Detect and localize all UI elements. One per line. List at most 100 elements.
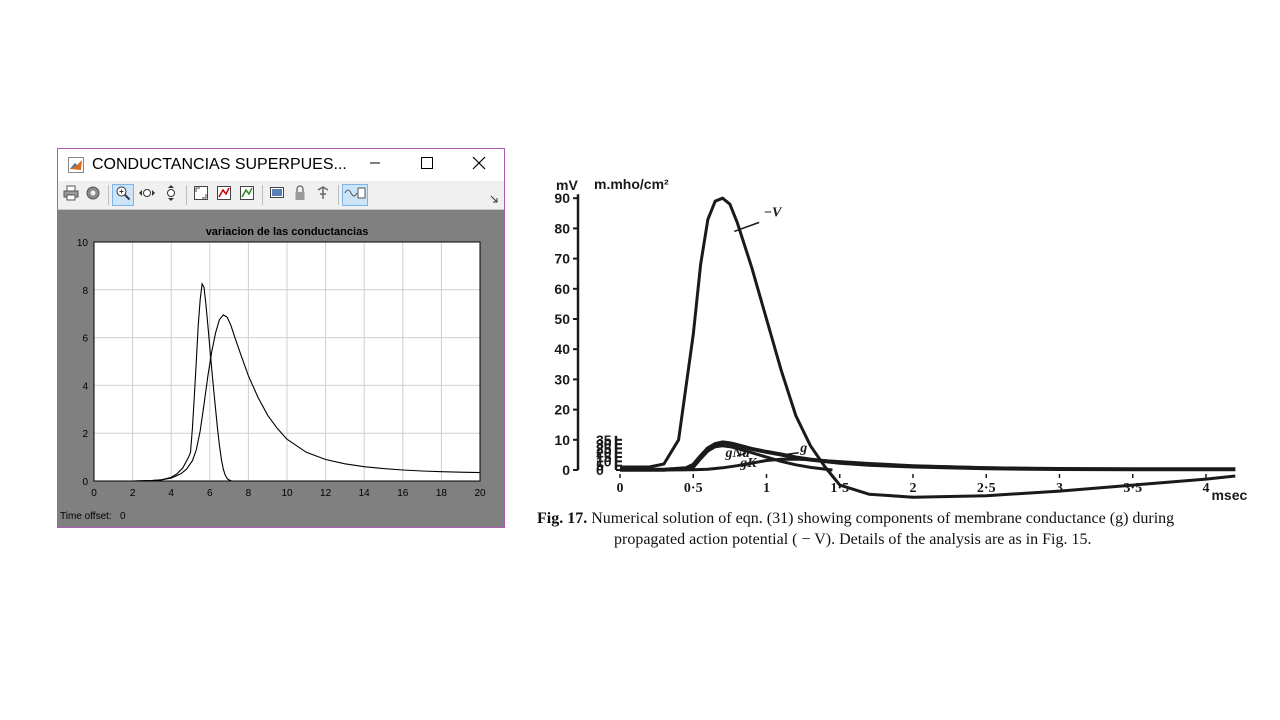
y-tick-label: 0 — [82, 477, 88, 488]
maximize-button[interactable] — [404, 149, 450, 181]
caption-line-1: Numerical solution of eqn. (31) showing … — [591, 510, 1175, 527]
print-icon — [63, 185, 79, 206]
mv-tick-label: 0 — [562, 462, 570, 478]
annotation-−V: −V — [764, 205, 783, 220]
time-offset: Time offset: 0 — [60, 511, 126, 522]
g-tick-label: 35 — [596, 432, 612, 448]
g-tick-label: 10 — [596, 453, 612, 469]
mv-axis-label: mV — [556, 177, 578, 193]
window-title: CONDUCTANCIAS SUPERPUES... — [92, 156, 347, 173]
caption-line-2: propagated action potential ( − V). Deta… — [614, 531, 1092, 548]
figure-caption: Fig. 17. Numerical solution of eqn. (31)… — [537, 508, 1257, 550]
zoom-y-icon — [163, 184, 179, 207]
y-tick-label: 2 — [82, 429, 88, 440]
zoom-x-icon — [138, 185, 156, 206]
annotation-arrow — [742, 462, 748, 467]
maximize-icon — [421, 156, 433, 174]
save-axes-button[interactable] — [213, 184, 235, 206]
x-axis-label: msec — [1211, 487, 1247, 503]
y-tick-label: 8 — [82, 286, 88, 297]
lock-button[interactable] — [289, 184, 311, 206]
print-button[interactable] — [60, 184, 82, 206]
matlab-icon — [68, 157, 84, 173]
close-button[interactable] — [456, 149, 502, 181]
annotation-arrow — [782, 451, 799, 456]
mv-tick-label: 60 — [554, 281, 570, 297]
autoscale-button[interactable] — [190, 184, 212, 206]
x-tick-label: 1 — [763, 481, 770, 496]
annotation-gNa: gNa — [724, 446, 749, 461]
series-line-2 — [94, 314, 481, 482]
x-tick-label: 1·5 — [830, 481, 849, 496]
floating-scope-button[interactable] — [266, 184, 288, 206]
series-curve-gNa — [619, 444, 833, 472]
scope-chart: 0 2 4 6 8 10 12 14 16 18 20 0 2 4 6 8 10 variacion de las… — [77, 226, 486, 499]
legend-button[interactable] — [342, 184, 368, 206]
restore-axes-icon — [239, 185, 255, 206]
g-tick-label: 20 — [596, 445, 612, 461]
x-tick-label: 12 — [320, 488, 332, 499]
x-tick-label: 2 — [910, 481, 917, 496]
x-tick-label: 8 — [246, 488, 252, 499]
restore-axes-button[interactable] — [236, 184, 258, 206]
mv-tick-label: 30 — [554, 371, 570, 387]
zoom-x-button[interactable] — [136, 184, 158, 206]
mv-tick-label: 70 — [554, 251, 570, 267]
y-tick-label: 4 — [82, 381, 88, 392]
zoom-in-icon — [115, 185, 131, 206]
x-tick-label: 0 — [91, 488, 97, 499]
overflow-icon[interactable] — [490, 190, 498, 208]
mv-tick-label: 10 — [554, 432, 570, 448]
mv-tick-label: 50 — [554, 311, 570, 327]
y-tick-label: 6 — [82, 334, 88, 345]
series-curve-gK — [619, 457, 1236, 472]
mv-tick-label: 80 — [554, 220, 570, 236]
autoscale-icon — [193, 185, 209, 206]
x-tick-label: 4 — [1203, 481, 1210, 496]
x-tick-label: 2 — [130, 488, 136, 499]
time-offset-label: Time offset: — [60, 511, 112, 522]
g-axis-label: m.mho/cm² — [594, 176, 669, 192]
x-tick-label: 20 — [474, 488, 486, 499]
signal-select-button[interactable] — [312, 184, 334, 206]
x-tick-label: 2·5 — [977, 481, 996, 496]
scope-window: CONDUCTANCIAS SUPERPUES... — [57, 148, 505, 528]
mv-tick-label: 40 — [554, 341, 570, 357]
annotation-g: g — [799, 441, 807, 456]
gear-icon — [85, 185, 101, 206]
minimize-button[interactable] — [352, 149, 398, 181]
x-tick-label: 18 — [436, 488, 448, 499]
x-tick-label: 4 — [168, 488, 174, 499]
annotation-arrow — [736, 452, 747, 457]
x-tick-label: 0·5 — [684, 481, 703, 496]
scope-canvas: 0 2 4 6 8 10 12 14 16 18 20 0 2 4 6 8 10 variacion de las… — [58, 210, 504, 527]
close-icon — [472, 156, 486, 175]
title-bar[interactable]: CONDUCTANCIAS SUPERPUES... — [58, 149, 504, 181]
chart-title: variacion de las conductancias — [206, 226, 369, 238]
x-tick-label: 0 — [617, 481, 624, 496]
g-tick-label: 30 — [596, 436, 612, 452]
x-tick-label: 6 — [207, 488, 213, 499]
minimize-icon — [369, 156, 381, 174]
settings-button[interactable] — [82, 184, 104, 206]
caption-label: Fig. 17. — [537, 510, 588, 527]
floating-scope-icon — [269, 185, 285, 206]
x-tick-label: 3 — [1056, 481, 1063, 496]
x-tick-label: 10 — [281, 488, 293, 499]
legend-icon — [344, 185, 366, 206]
time-offset-value: 0 — [120, 511, 126, 522]
mv-tick-label: 90 — [554, 190, 570, 206]
g-tick-label: 25 — [596, 440, 612, 456]
zoom-in-button[interactable] — [112, 184, 134, 206]
signal-select-icon — [315, 185, 331, 206]
g-tick-label: 15 — [596, 449, 612, 465]
x-tick-label: 14 — [359, 488, 371, 499]
y-tick-label: 10 — [77, 238, 89, 249]
lock-icon — [292, 184, 308, 206]
toolbar — [58, 181, 504, 210]
save-axes-icon — [216, 185, 232, 206]
zoom-y-button[interactable] — [160, 184, 182, 206]
mv-tick-label: 20 — [554, 402, 570, 418]
series-curve-−V — [620, 196, 1236, 499]
